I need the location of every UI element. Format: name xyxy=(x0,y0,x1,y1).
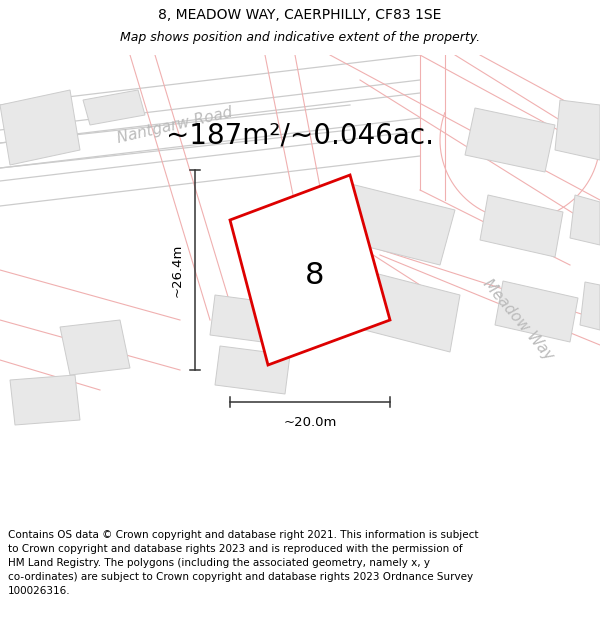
Polygon shape xyxy=(570,195,600,245)
Text: ~26.4m: ~26.4m xyxy=(170,243,184,297)
Text: to Crown copyright and database rights 2023 and is reproduced with the permissio: to Crown copyright and database rights 2… xyxy=(8,544,463,554)
Text: Meadow Way: Meadow Way xyxy=(480,276,556,364)
Text: 8, MEADOW WAY, CAERPHILLY, CF83 1SE: 8, MEADOW WAY, CAERPHILLY, CF83 1SE xyxy=(158,8,442,22)
Polygon shape xyxy=(580,282,600,330)
Polygon shape xyxy=(480,195,563,257)
Polygon shape xyxy=(215,346,290,394)
Polygon shape xyxy=(465,108,555,172)
Text: 100026316.: 100026316. xyxy=(8,586,71,596)
Text: co-ordinates) are subject to Crown copyright and database rights 2023 Ordnance S: co-ordinates) are subject to Crown copyr… xyxy=(8,572,473,582)
Polygon shape xyxy=(320,180,455,265)
Polygon shape xyxy=(495,281,578,342)
Polygon shape xyxy=(60,320,130,375)
Polygon shape xyxy=(345,268,460,352)
Text: 8: 8 xyxy=(305,261,325,289)
Text: ~187m²/~0.046ac.: ~187m²/~0.046ac. xyxy=(166,121,434,149)
Text: HM Land Registry. The polygons (including the associated geometry, namely x, y: HM Land Registry. The polygons (includin… xyxy=(8,558,430,568)
Text: Contains OS data © Crown copyright and database right 2021. This information is : Contains OS data © Crown copyright and d… xyxy=(8,530,479,540)
Polygon shape xyxy=(10,375,80,425)
Polygon shape xyxy=(0,90,80,165)
Text: Map shows position and indicative extent of the property.: Map shows position and indicative extent… xyxy=(120,31,480,44)
Text: Nantgarw Road: Nantgarw Road xyxy=(116,104,234,146)
Polygon shape xyxy=(210,295,290,345)
Polygon shape xyxy=(555,100,600,160)
Polygon shape xyxy=(83,90,145,125)
Text: ~20.0m: ~20.0m xyxy=(283,416,337,429)
Polygon shape xyxy=(230,175,390,365)
